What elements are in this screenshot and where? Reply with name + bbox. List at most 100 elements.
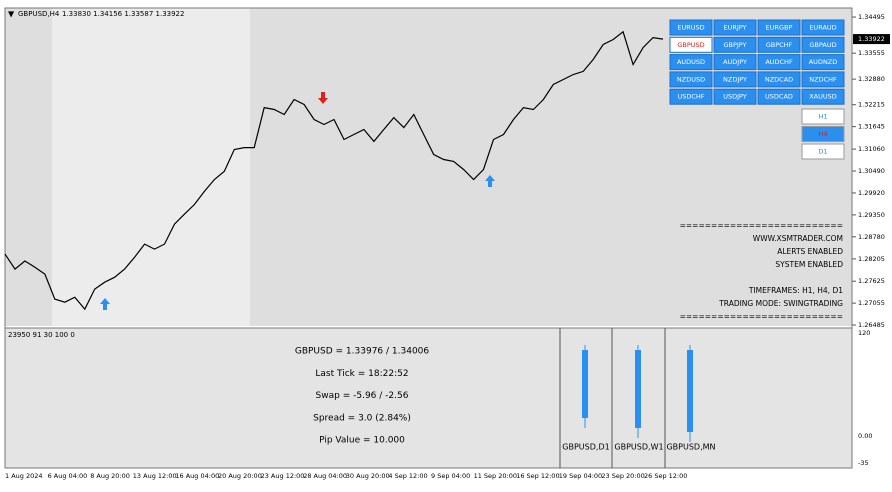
info-line: ALERTS ENABLED [777, 247, 843, 256]
highlight-zone [52, 8, 250, 326]
symbol-button-label[interactable]: AUDNZD [809, 58, 838, 66]
symbol-button[interactable] [713, 88, 757, 105]
indicator-tick: -35 [858, 459, 869, 467]
symbol-button-label[interactable]: AUDJPY [723, 58, 747, 66]
symbol-button[interactable] [801, 54, 845, 71]
price-tag [853, 34, 890, 45]
x-tick-label: 23 Aug 12:00 [261, 472, 305, 480]
symbol-button-label[interactable]: USDJPY [723, 93, 747, 101]
stat-line: GBPUSD = 1.33976 / 1.34006 [295, 347, 430, 357]
symbol-button[interactable] [757, 54, 801, 71]
timeframe-label[interactable]: H1 [818, 113, 827, 121]
symbol-button-label[interactable]: XAUUSD [809, 93, 837, 101]
y-tick-label: 1.27625 [858, 277, 885, 285]
indicator-panel [4, 327, 853, 469]
y-tick-label: 1.27055 [858, 299, 885, 307]
info-line: ========================== [680, 221, 843, 230]
x-tick-label: 26 Sep 12:00 [644, 472, 687, 480]
x-tick-label: 20 Aug 20:00 [218, 472, 262, 480]
symbol-button-label[interactable]: GBPJPY [723, 41, 746, 49]
x-tick-label: 4 Sep 12:00 [388, 472, 427, 480]
indicator-bar [687, 350, 693, 432]
symbol-button[interactable] [801, 36, 845, 53]
x-tick-label: 19 Sep 04:00 [559, 472, 602, 480]
y-tick-label: 1.29350 [858, 211, 885, 219]
symbol-button[interactable] [669, 36, 713, 53]
symbol-button-label[interactable]: EURAUD [809, 24, 836, 32]
x-tick-label: 13 Aug 12:00 [133, 472, 177, 480]
indicator-label: 23950 91 30 100 0 [8, 331, 75, 339]
info-line: SYSTEM ENABLED [775, 260, 843, 269]
symbol-button-label[interactable]: GBPAUD [809, 41, 836, 49]
x-tick-label: 28 Aug 04:00 [303, 472, 347, 480]
symbol-button[interactable] [713, 54, 757, 71]
symbol-button-label[interactable]: NZDJPY [723, 75, 747, 83]
y-tick-label: 1.30490 [858, 167, 885, 175]
symbol-button-label[interactable]: USDCAD [765, 93, 793, 101]
stat-line: Last Tick = 18:22:52 [315, 369, 408, 379]
timeframe-label[interactable]: D1 [818, 148, 827, 156]
symbol-button[interactable] [669, 71, 713, 88]
x-tick-label: 1 Aug 2024 [5, 472, 43, 480]
symbol-button-label[interactable]: NZDUSD [677, 75, 705, 83]
timeframe-button[interactable] [801, 126, 845, 142]
symbol: GBPUSD,H4 [18, 10, 60, 18]
indicator-bar [582, 350, 588, 418]
y-tick-label: 1.28780 [858, 233, 885, 241]
info-line: ========================== [680, 312, 843, 321]
symbol-button[interactable] [713, 71, 757, 88]
symbol-button-label[interactable]: EURUSD [677, 24, 704, 32]
quote: 1.33830 1.34156 1.33587 1.33922 [62, 10, 184, 18]
last-price: 1.33922 [858, 35, 885, 43]
x-tick-label: 8 Aug 20:00 [90, 472, 130, 480]
x-tick-label: 16 Aug 04:00 [175, 472, 219, 480]
info-line: TRADING MODE: SWINGTRADING [718, 299, 843, 308]
symbol-button[interactable] [757, 88, 801, 105]
stat-line: Spread = 3.0 (2.84%) [313, 413, 411, 423]
symbol-button[interactable] [669, 88, 713, 105]
symbol-button[interactable] [757, 36, 801, 53]
x-tick-label: 11 Sep 20:00 [474, 472, 517, 480]
symbol-button[interactable] [713, 19, 757, 36]
y-tick-label: 1.32880 [858, 75, 885, 83]
stat-line: Pip Value = 10.000 [319, 436, 405, 446]
timeframe-button[interactable] [801, 108, 845, 125]
price-line [4, 30, 664, 311]
x-tick-label: 9 Sep 04:00 [431, 472, 470, 480]
info-line: WWW.XSMTRADER.COM [753, 234, 843, 243]
symbol-button-label[interactable]: AUDCHF [765, 58, 793, 66]
symbol-button[interactable] [669, 19, 713, 36]
x-tick-label: 23 Sep 20:00 [601, 472, 644, 480]
menu-arrow[interactable]: ▼ [8, 10, 15, 19]
symbol-button-label[interactable]: NZDCHF [809, 75, 837, 83]
timeframe-button[interactable] [801, 143, 845, 160]
indicator-bar [635, 350, 641, 428]
symbol-button[interactable] [757, 71, 801, 88]
y-tick-label: 1.26485 [858, 321, 885, 329]
symbol-button[interactable] [669, 54, 713, 71]
stat-line: Swap = -5.96 / -2.56 [316, 391, 409, 401]
y-tick-label: 1.34495 [858, 13, 885, 21]
info-line: TIMEFRAMES: H1, H4, D1 [748, 286, 843, 295]
bar-label: GBPUSD,D1 [562, 443, 609, 452]
symbol-button[interactable] [801, 19, 845, 36]
symbol-button[interactable] [801, 71, 845, 88]
buy-arrow [485, 175, 495, 187]
y-tick-label: 1.32215 [858, 101, 885, 109]
symbol-button[interactable] [713, 36, 757, 53]
symbol-button-label[interactable]: USDCHF [677, 93, 704, 101]
symbol-button-label[interactable]: GBPUSD [677, 41, 704, 49]
symbol-button[interactable] [801, 88, 845, 105]
indicator-tick: 120 [858, 329, 870, 337]
x-tick-label: 16 Sep 12:00 [516, 472, 559, 480]
timeframe-label[interactable]: H4 [818, 130, 827, 138]
symbol-button-label[interactable]: GBPCHF [766, 41, 793, 49]
symbol-button-label[interactable]: EURJPY [723, 24, 746, 32]
indicator-tick: 0.00 [858, 432, 872, 440]
symbol-button-label[interactable]: EURGBP [766, 24, 793, 32]
symbol-button-label[interactable]: AUDUSD [677, 58, 705, 66]
y-tick-label: 1.29920 [858, 189, 885, 197]
buy-arrow [100, 298, 110, 310]
symbol-button-label[interactable]: NZDCAD [765, 75, 793, 83]
symbol-button[interactable] [757, 19, 801, 36]
